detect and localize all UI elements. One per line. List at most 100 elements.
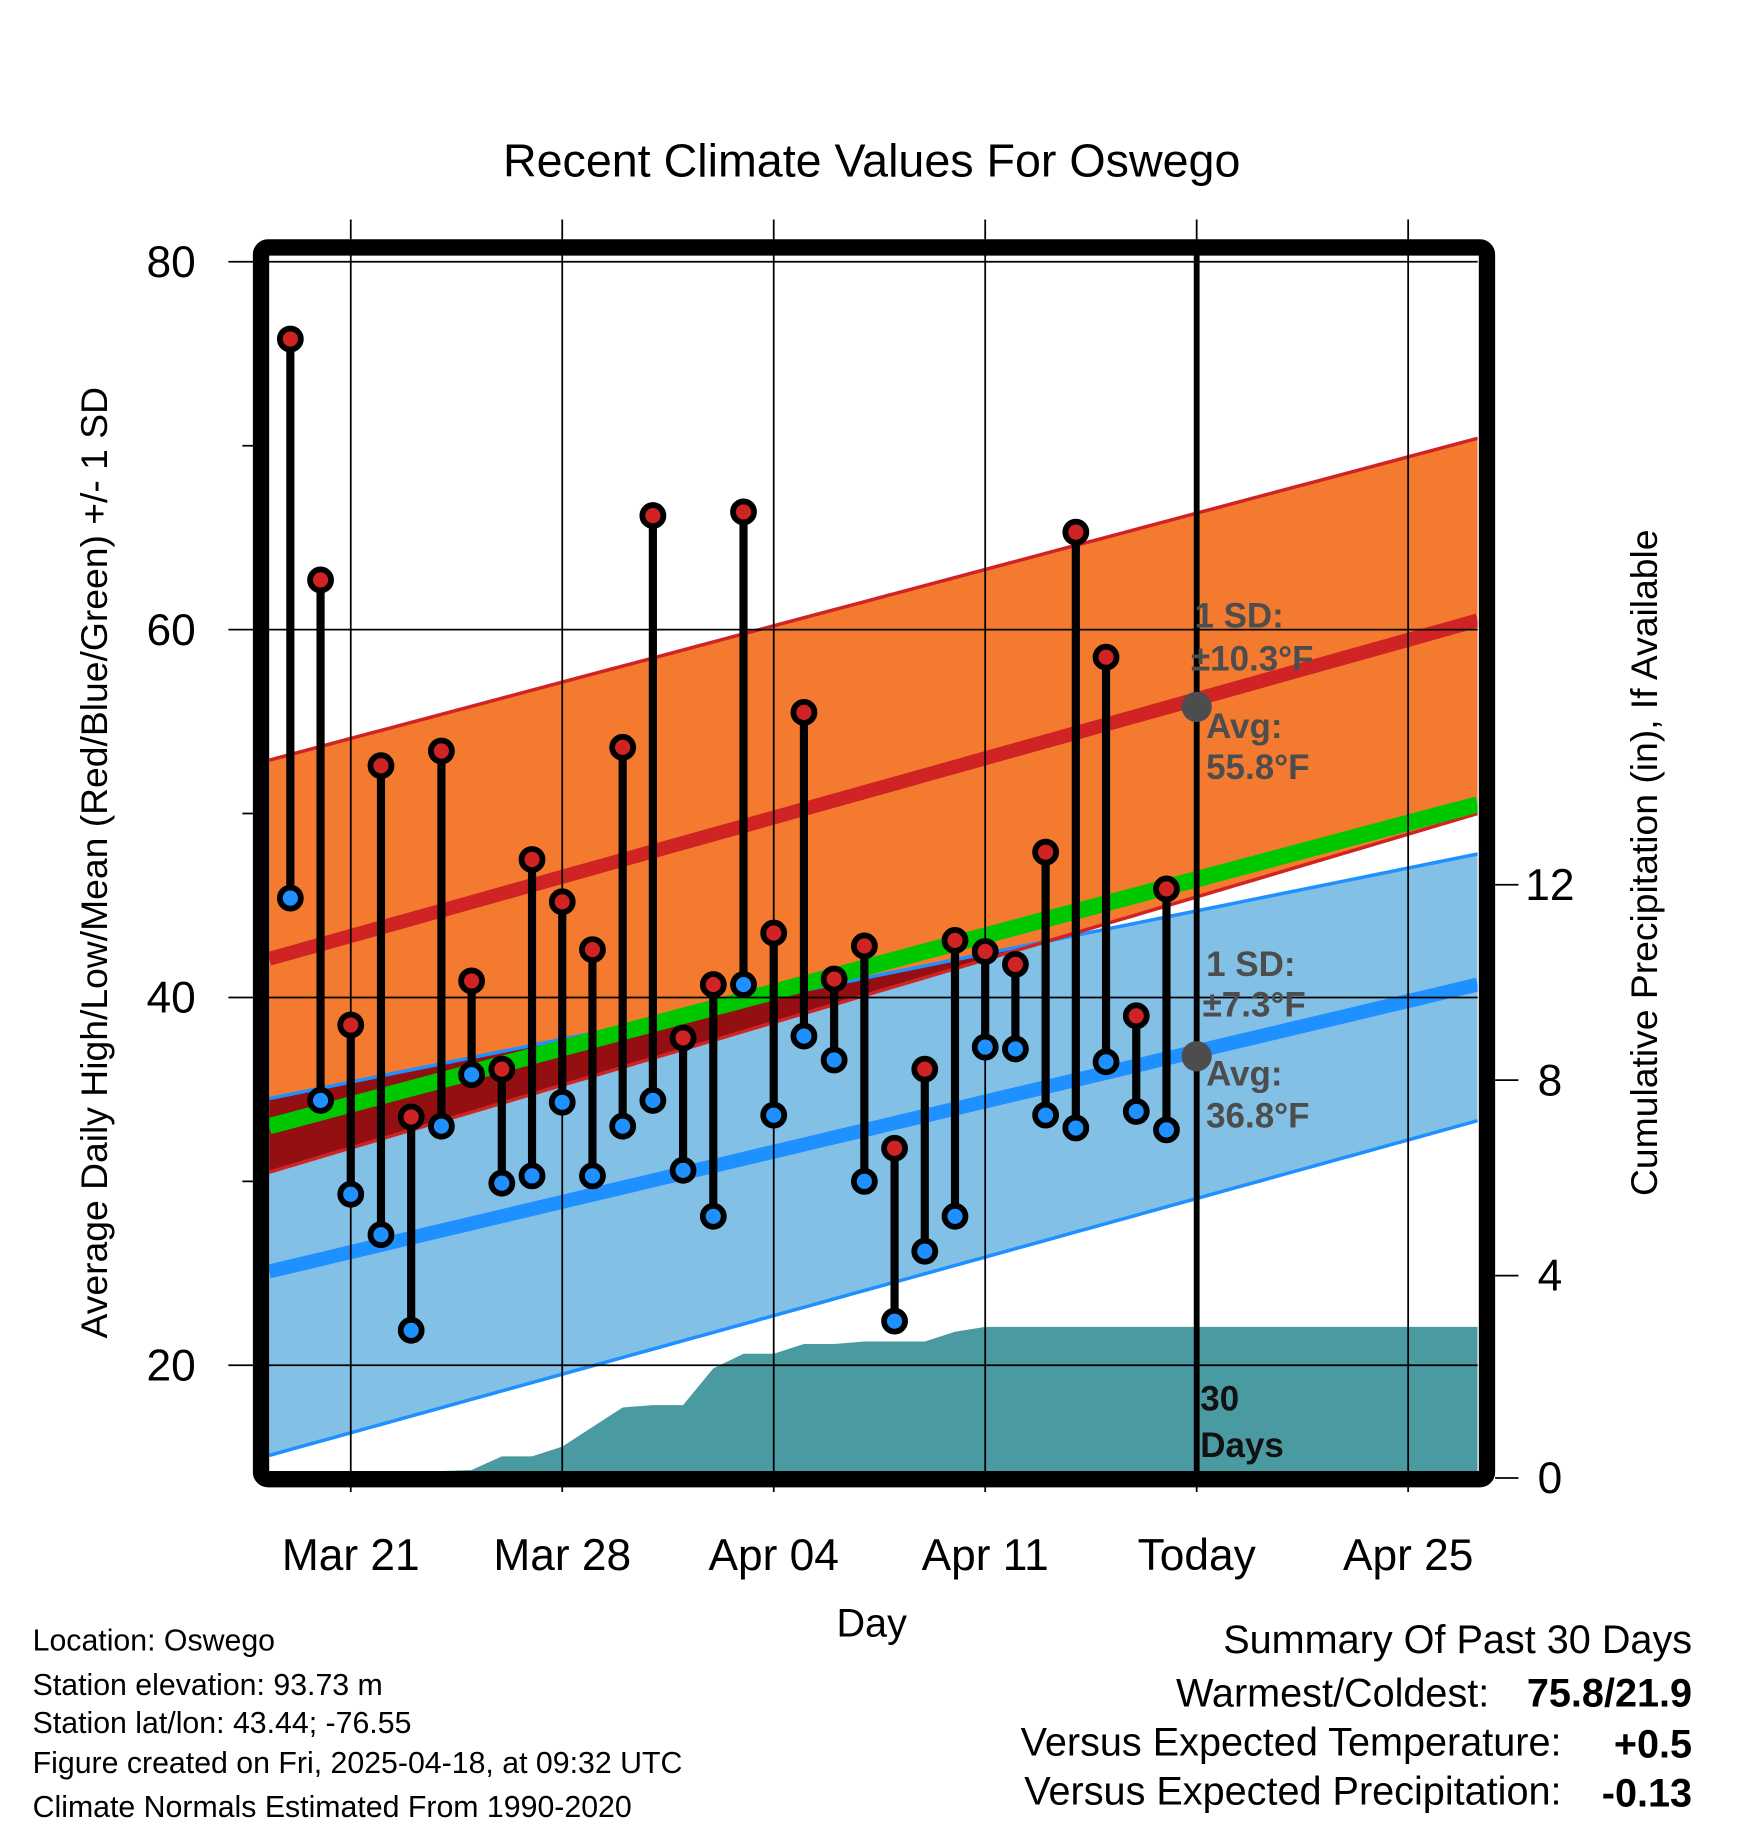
- high-point: [458, 967, 486, 995]
- annotation-days-label: Days: [1200, 1426, 1284, 1465]
- latlon-text: Station lat/lon: 43.44; -76.55: [33, 1707, 412, 1740]
- high-point: [850, 932, 878, 960]
- high-point: [337, 1011, 365, 1039]
- high-point: [639, 502, 667, 529]
- high-point: [397, 1103, 425, 1131]
- chart-title: Recent Climate Values For Oswego: [503, 134, 1240, 186]
- high-point: [911, 1055, 939, 1083]
- y-axis-label: Average Daily High/Low/Mean (Red/Blue/Gr…: [73, 387, 115, 1338]
- low-point: [911, 1237, 939, 1265]
- temp-anomaly-label: Versus Expected Temperature:: [1021, 1720, 1562, 1764]
- created-text: Figure created on Fri, 2025-04-18, at 09…: [33, 1747, 683, 1780]
- high-point: [367, 752, 395, 780]
- annotation-high-sd-value: ±10.3°F: [1191, 639, 1314, 678]
- low-sd-band: [269, 853, 1478, 1456]
- low-point: [850, 1167, 878, 1195]
- high-point: [548, 888, 576, 916]
- low-point: [820, 1046, 848, 1074]
- high-point: [276, 325, 304, 353]
- low-point: [1062, 1114, 1090, 1142]
- annotation-low-sd-label: 1 SD:: [1206, 945, 1295, 984]
- high-point: [820, 965, 848, 993]
- y2-tick-label: 0: [1538, 1454, 1563, 1503]
- high-point: [518, 846, 546, 873]
- cumulative-precip-area: [275, 1326, 1478, 1472]
- high-point: [1122, 1002, 1150, 1030]
- low-point: [458, 1061, 486, 1089]
- x-tick-label: Apr 25: [1343, 1531, 1473, 1580]
- high-point: [427, 737, 455, 765]
- high-upper-sd-line: [269, 436, 1478, 762]
- low-point: [609, 1112, 637, 1140]
- low-point: [699, 1202, 727, 1230]
- high-point: [1032, 838, 1060, 866]
- low-point: [1153, 1116, 1180, 1144]
- high-point: [1002, 950, 1029, 978]
- warm-cold-value: 75.8/21.9: [1527, 1671, 1692, 1715]
- x-tick-label: Apr 11: [922, 1531, 1049, 1580]
- low-point: [971, 1033, 999, 1061]
- high-point: [1092, 643, 1120, 671]
- summary-heading: Summary Of Past 30 Days: [1223, 1618, 1692, 1662]
- high-point: [488, 1055, 516, 1083]
- x-tick-label: Today: [1138, 1531, 1257, 1580]
- annotation-high-sd-label: 1 SD:: [1194, 596, 1283, 635]
- x-tick-label: Mar 28: [493, 1531, 631, 1580]
- today-high-avg-marker: [1181, 691, 1212, 723]
- high-point: [760, 919, 788, 947]
- x-tick-label: Apr 04: [709, 1531, 839, 1580]
- high-point: [790, 698, 818, 726]
- low-point: [1032, 1101, 1060, 1129]
- low-point: [579, 1162, 606, 1190]
- annotation-high-avg-label: Avg:: [1206, 707, 1282, 746]
- high-point: [941, 927, 969, 954]
- low-point: [276, 884, 304, 912]
- high-point: [609, 733, 637, 761]
- precip-anomaly-label: Versus Expected Precipitation:: [1024, 1769, 1561, 1813]
- low-point: [1122, 1098, 1150, 1125]
- x-axis-label: Day: [836, 1602, 907, 1646]
- low-point: [337, 1180, 365, 1208]
- high-point: [1062, 518, 1090, 546]
- annotation-low-avg-value: 36.8°F: [1206, 1096, 1309, 1135]
- low-point: [548, 1088, 576, 1116]
- low-point: [488, 1169, 516, 1197]
- high-point: [579, 936, 606, 964]
- location-text: Location: Oswego: [33, 1624, 275, 1657]
- data-marks: [276, 325, 1212, 1344]
- annotation-low-sd-value: ±7.3°F: [1203, 986, 1306, 1025]
- warm-cold-label: Warmest/Coldest:: [1176, 1671, 1489, 1715]
- high-point: [1153, 875, 1180, 903]
- low-point: [367, 1221, 395, 1249]
- normals-text: Climate Normals Estimated From 1990-2020: [33, 1791, 632, 1824]
- temp-anomaly-value: +0.5: [1614, 1723, 1692, 1767]
- low-lower-sd-line: [269, 1118, 1478, 1458]
- low-point: [639, 1087, 667, 1114]
- high-point: [699, 971, 727, 998]
- low-point: [518, 1162, 546, 1190]
- low-point: [669, 1156, 697, 1184]
- low-point: [941, 1202, 969, 1230]
- low-point: [760, 1101, 788, 1129]
- annotations: 1 SD: ±10.3°F Avg: 55.8°F 1 SD: ±7.3°F A…: [1191, 596, 1314, 1465]
- y2-axis-label: Cumulative Precipitation (in), If Availa…: [1623, 529, 1665, 1196]
- plot-frame: [252, 239, 1496, 1488]
- high-avg-line: [269, 613, 1478, 966]
- low-avg-line: [269, 977, 1478, 1279]
- annotation-low-avg-label: Avg:: [1206, 1054, 1282, 1093]
- low-point: [1092, 1048, 1120, 1076]
- low-point: [790, 1022, 818, 1050]
- low-point: [427, 1112, 455, 1140]
- high-point: [669, 1024, 697, 1052]
- x-tick-label: Mar 21: [282, 1531, 420, 1580]
- high-point: [730, 498, 757, 526]
- high-lower-sd-line: [269, 811, 1478, 1174]
- y-tick-label: 80: [147, 238, 196, 287]
- y-tick-label: 60: [147, 606, 196, 655]
- low-point: [881, 1307, 908, 1335]
- y2-tick-label: 8: [1538, 1056, 1563, 1105]
- elevation-text: Station elevation: 93.73 m: [33, 1669, 383, 1702]
- annotation-days-count: 30: [1200, 1379, 1239, 1418]
- today-low-avg-marker: [1181, 1041, 1212, 1072]
